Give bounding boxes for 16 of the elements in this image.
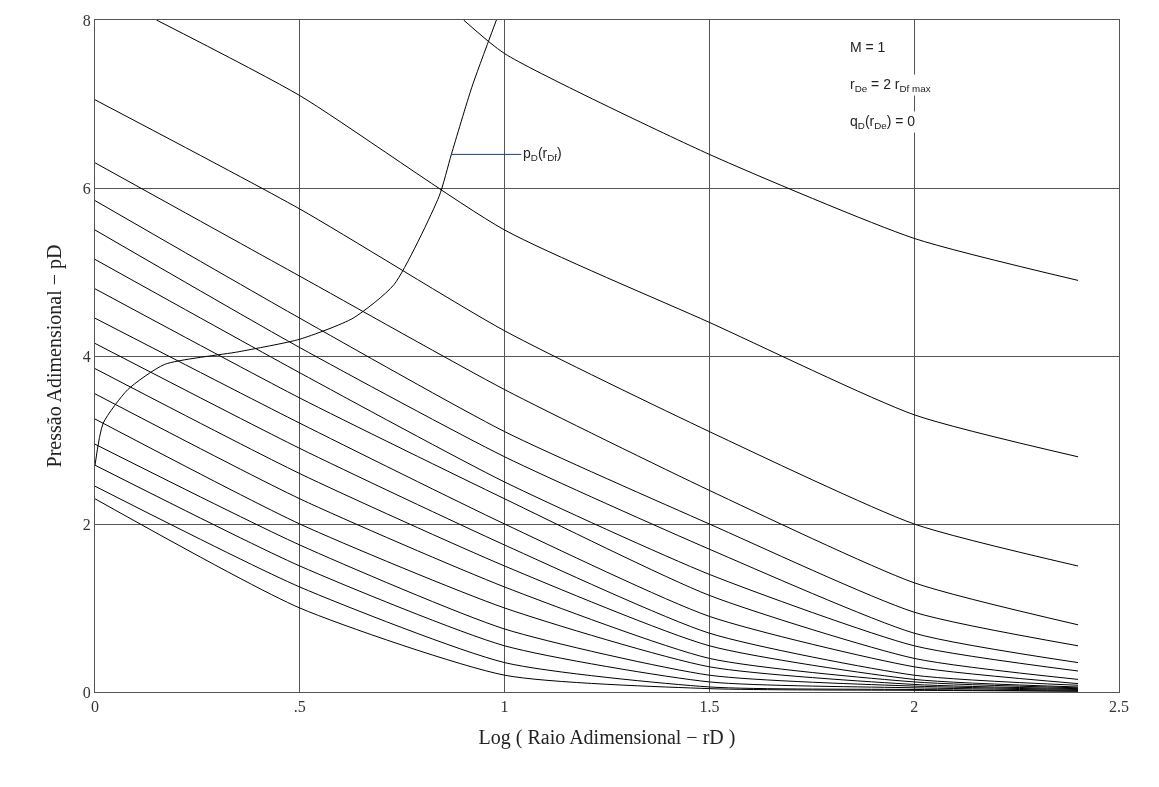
x-tick-label: 2 (910, 698, 919, 716)
y-tick-label: 6 (82, 179, 91, 197)
annotation: p$_{D}$(r$_{Df}$) (523, 145, 562, 163)
x-tick-label: 1 (500, 698, 509, 716)
x-tick-label: 2.5 (1109, 698, 1129, 716)
y-axis-title: Pressão Adimensional − pD (43, 244, 67, 468)
x-tick-label: .5 (293, 698, 306, 716)
x-axis-title: Log ( Raio Adimensional − rD ) (478, 725, 736, 749)
x-tick-label: 1.5 (699, 698, 720, 716)
y-tick-label: 2 (82, 515, 91, 533)
y-tick-label: 4 (82, 347, 91, 365)
annotation: q$_{D}$(r$_{De}$) = 0 (850, 113, 916, 131)
annotation: r$_{De}$ = 2 r$_{Df max}$ (850, 76, 931, 94)
y-tick-label: 8 (82, 11, 91, 29)
y-tick-label: 0 (82, 683, 91, 701)
annotation: M = 1 (850, 39, 886, 55)
